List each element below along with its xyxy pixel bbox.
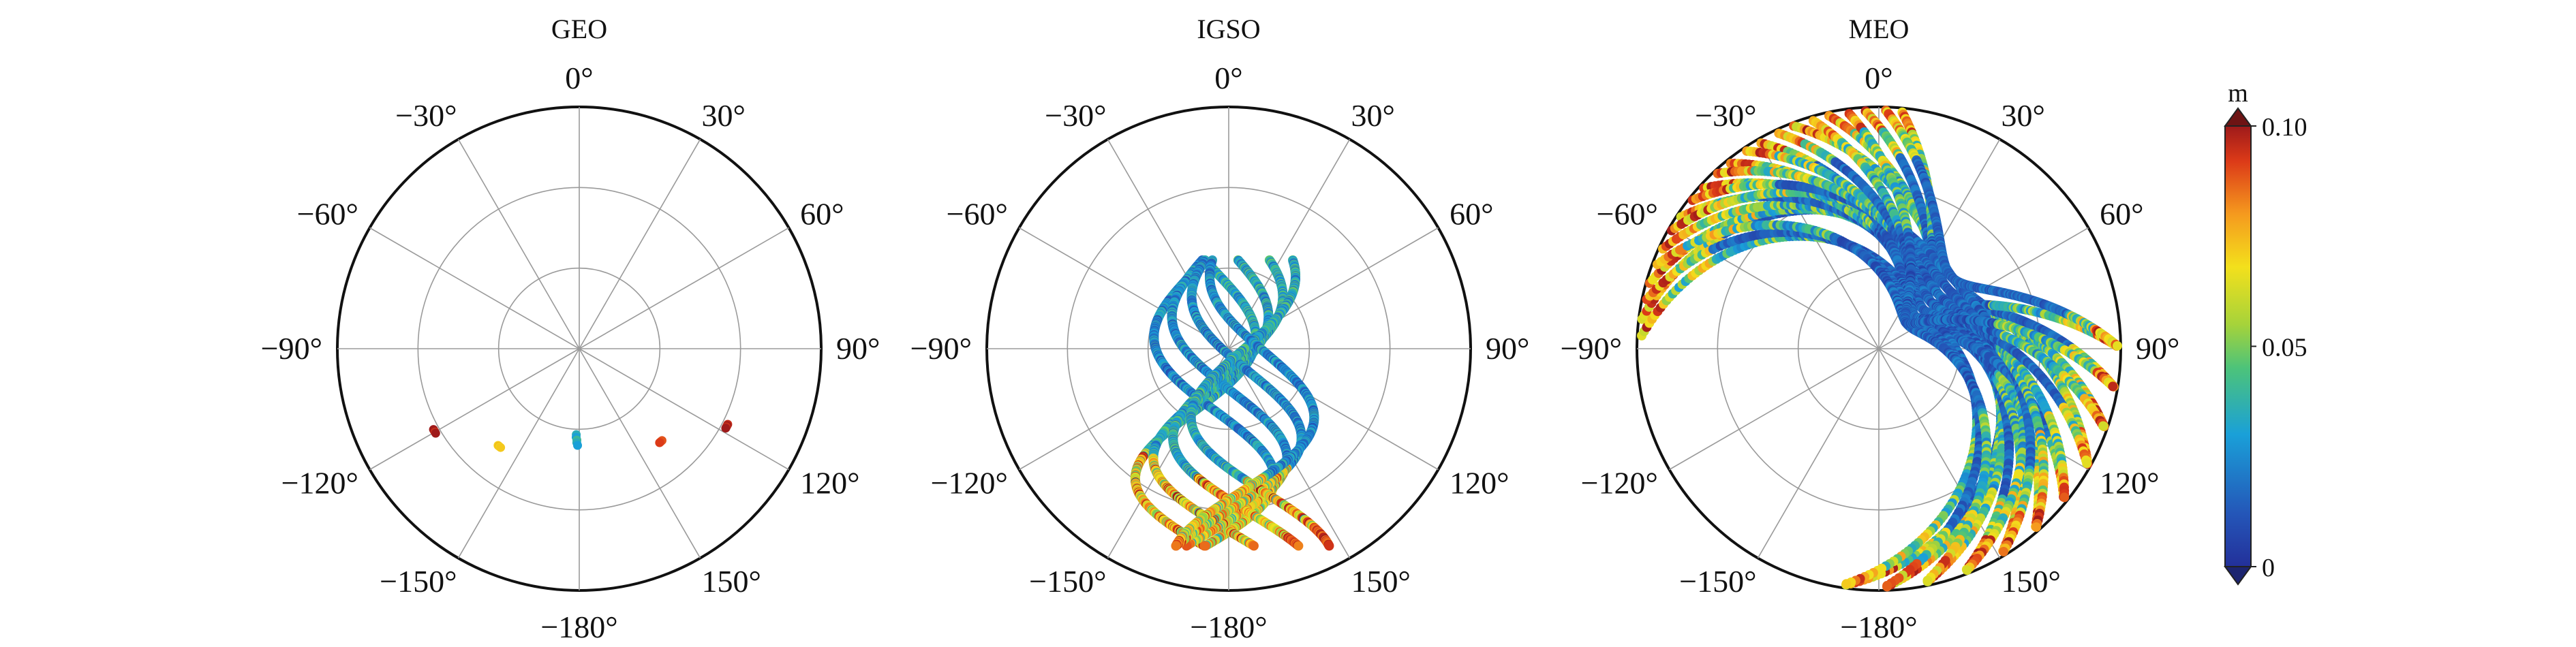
igso-azimuth-tick-label: 0°: [1214, 61, 1242, 95]
igso-panel: IGSO 0° 30° 60° 90° 120° 150° −180° −150° −120° −9…: [910, 14, 1530, 644]
igso-azimuth-tick-label: −150°: [1029, 564, 1106, 599]
geo-azimuth-tick-label: 150°: [702, 564, 761, 599]
igso-data-point: [1171, 541, 1181, 550]
geo-spoke: [579, 140, 701, 349]
meo-azimuth-tick-label: −150°: [1679, 564, 1756, 599]
igso-azimuth-tick-label: 150°: [1351, 564, 1411, 599]
meo-azimuth-tick-label: −60°: [1597, 197, 1658, 232]
igso-azimuth-tick-label: −60°: [947, 197, 1008, 232]
meo-azimuth-tick-label: 150°: [2002, 564, 2061, 599]
geo-azimuth-tick-label: 120°: [800, 466, 859, 501]
meo-azimuth-tick-label: −90°: [1561, 331, 1622, 366]
igso-data-point: [1201, 541, 1210, 550]
geo-azimuth-tick-label: −30°: [395, 98, 457, 133]
geo-data-points: [429, 420, 733, 452]
igso-azimuth-tick-label: 90°: [1486, 331, 1529, 366]
meo-spoke: [1670, 349, 1879, 470]
igso-data-point: [1249, 541, 1259, 550]
geo-azimuth-tick-label: 90°: [836, 331, 880, 366]
geo-data-point: [431, 429, 440, 438]
geo-azimuth-tick-label: −120°: [281, 466, 358, 501]
geo-spoke: [579, 349, 788, 470]
igso-azimuth-tick-label: 120°: [1450, 466, 1509, 501]
igso-data-points: [1131, 255, 1334, 550]
geo-spoke: [459, 140, 580, 349]
igso-azimuth-tick-label: −120°: [931, 466, 1008, 501]
igso-azimuth-tick-label: −90°: [910, 331, 972, 366]
geo-azimuth-tick-label: −180°: [540, 610, 617, 644]
geo-data-point: [573, 441, 582, 449]
meo-panel: MEO 0° 30° 60° 90° 120° 150° −180° −150° −120° −90…: [1561, 14, 2180, 644]
geo-panel: GEO 0° 30° 60° 90° 120° 150° −180° −150° −120° −90…: [261, 14, 880, 644]
geo-spoke: [370, 228, 579, 349]
igso-data-point: [1324, 541, 1334, 550]
meo-azimuth-tick-label: −120°: [1581, 466, 1658, 501]
igso-spoke: [1019, 228, 1229, 349]
meo-azimuth-tick-label: 90°: [2136, 331, 2179, 366]
igso-azimuth-tick-label: 60°: [1450, 197, 1493, 232]
meo-azimuth-tick-label: −180°: [1840, 610, 1917, 644]
igso-azimuth-tick-label: 30°: [1351, 98, 1395, 133]
meo-azimuth-tick-label: 30°: [2002, 98, 2045, 133]
meo-azimuth-tick-label: 0°: [1865, 61, 1892, 95]
igso-data-point: [1293, 541, 1303, 550]
geo-azimuth-tick-label: −90°: [261, 331, 322, 366]
geo-azimuth-tick-label: 30°: [702, 98, 746, 133]
geo-grid: [337, 107, 821, 590]
meo-azimuth-tick-label: 60°: [2100, 197, 2143, 232]
meo-azimuth-tick-label: 120°: [2100, 466, 2159, 501]
igso-azimuth-tick-label: −180°: [1190, 610, 1267, 644]
geo-title: GEO: [551, 14, 607, 44]
igso-title: IGSO: [1197, 14, 1260, 44]
meo-spoke: [1758, 349, 1880, 558]
geo-data-point: [496, 443, 505, 452]
igso-azimuth-tick-label: −30°: [1045, 98, 1106, 133]
geo-azimuth-tick-label: 0°: [565, 61, 593, 95]
geo-spoke: [370, 349, 579, 470]
geo-data-point: [655, 438, 664, 447]
meo-title: MEO: [1849, 14, 1910, 44]
meo-azimuth-tick-label: −30°: [1695, 98, 1756, 133]
geo-azimuth-tick-label: 60°: [800, 197, 844, 232]
geo-spoke: [459, 349, 580, 558]
geo-spoke: [579, 228, 788, 349]
geo-azimuth-tick-label: −150°: [380, 564, 457, 599]
geo-spoke: [579, 349, 701, 558]
geo-azimuth-tick-label: −60°: [297, 197, 358, 232]
geo-data-point: [721, 424, 730, 432]
